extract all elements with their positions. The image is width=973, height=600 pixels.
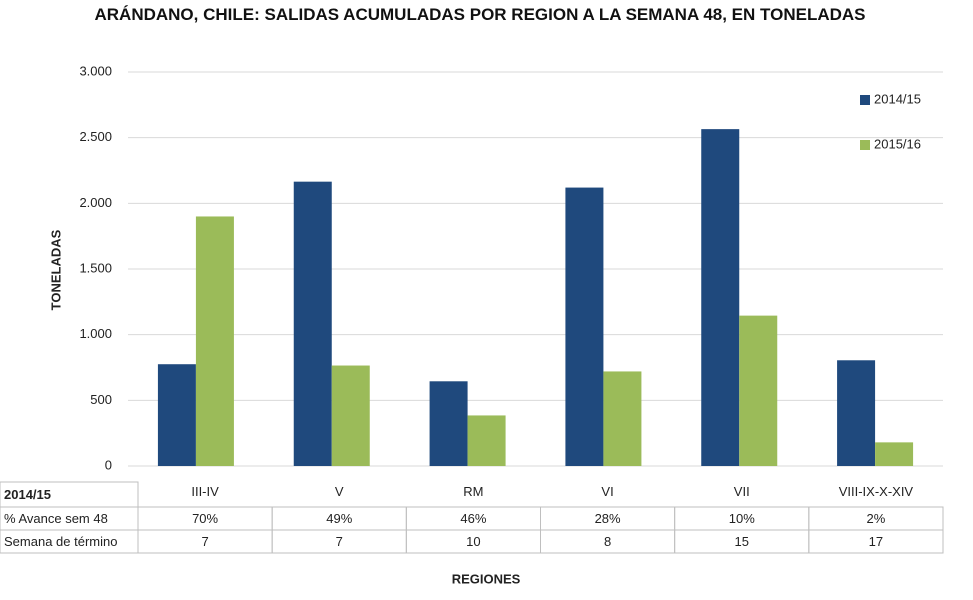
table-cell <box>808 529 944 554</box>
y-tick-label: 2.500 <box>79 129 112 144</box>
table-value: 10 <box>466 534 480 549</box>
table-value: 2% <box>867 511 886 526</box>
bar <box>293 181 332 466</box>
legend-swatch <box>860 140 870 150</box>
bar <box>331 365 370 466</box>
x-tick-label: VI <box>601 484 613 499</box>
table-value: 15 <box>735 534 749 549</box>
y-axis-title: TONELADAS <box>48 229 63 310</box>
legend-label: 2014/15 <box>874 91 921 106</box>
chart-title: ARÁNDANO, CHILE: SALIDAS ACUMULADAS POR … <box>94 5 866 24</box>
y-tick-label: 500 <box>90 392 112 407</box>
y-tick-label: 3.000 <box>79 63 112 78</box>
x-tick-label: VII <box>734 484 750 499</box>
table-value: 7 <box>201 534 208 549</box>
table-row-label: Semana de término <box>4 534 117 549</box>
table-value: 28% <box>595 511 621 526</box>
x-tick-label: RM <box>463 484 483 499</box>
table-value: 46% <box>460 511 486 526</box>
bar <box>603 371 642 466</box>
x-tick-label: V <box>335 484 344 499</box>
table-value: 17 <box>869 534 883 549</box>
bar <box>467 415 506 466</box>
table-value: 10% <box>729 511 755 526</box>
y-tick-label: 0 <box>105 457 112 472</box>
x-axis-title: REGIONES <box>452 571 521 586</box>
bar <box>195 216 234 466</box>
y-tick-label: 1.500 <box>79 260 112 275</box>
x-tick-label: III-IV <box>191 484 219 499</box>
table-value: 49% <box>326 511 352 526</box>
bar <box>701 129 740 466</box>
table-value: 70% <box>192 511 218 526</box>
y-tick-label: 2.000 <box>79 195 112 210</box>
legend-swatch <box>860 95 870 105</box>
bar <box>837 360 876 466</box>
x-tick-label: VIII-IX-X-XIV <box>839 484 914 499</box>
table-value: 8 <box>604 534 611 549</box>
legend-label: 2015/16 <box>874 136 921 151</box>
bar <box>739 315 778 466</box>
table-row-label: % Avance sem 48 <box>4 511 108 526</box>
bar <box>875 442 914 466</box>
table-header: 2014/15 <box>4 487 51 502</box>
table-value: 7 <box>336 534 343 549</box>
bar <box>565 187 604 466</box>
y-tick-label: 1.000 <box>79 326 112 341</box>
bar <box>429 381 468 466</box>
bar <box>157 364 196 466</box>
